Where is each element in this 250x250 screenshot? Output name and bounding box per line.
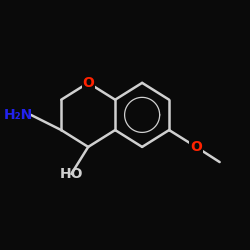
Text: H₂N: H₂N: [3, 108, 32, 122]
Text: O: O: [190, 140, 202, 154]
Text: O: O: [82, 76, 94, 90]
Text: HO: HO: [60, 167, 83, 181]
